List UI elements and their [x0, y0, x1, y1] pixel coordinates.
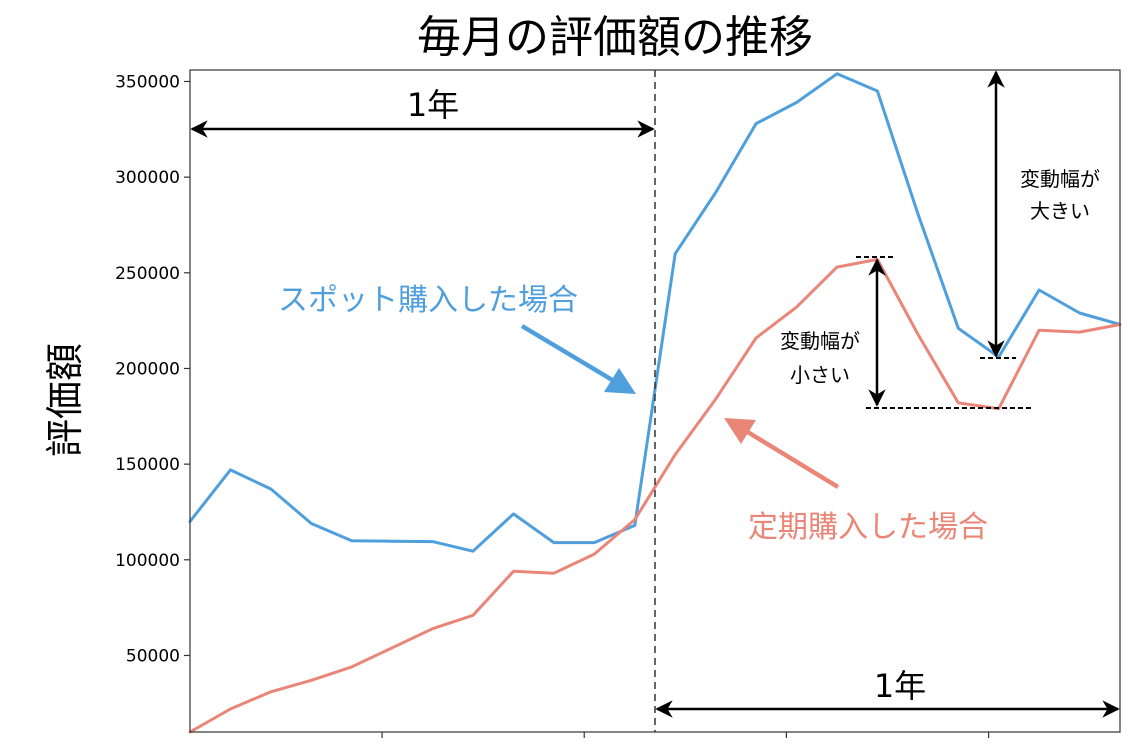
y-tick-label: 50000: [126, 646, 180, 666]
period-annotation-right: 1年: [655, 667, 1120, 718]
period-annotation-left: 1年: [190, 86, 655, 138]
regular-purchase-line: [188, 257, 1122, 734]
y-tick-label: 250000: [115, 264, 180, 284]
regular-arrow-head: [724, 418, 756, 444]
small-swing-label-line1: 変動幅が: [780, 329, 860, 353]
small-swing-annotation: 変動幅が 小さい: [780, 256, 1034, 409]
large-swing-annotation: 変動幅が 大きい: [980, 70, 1100, 359]
y-axis-label: 評価額: [43, 343, 87, 457]
y-tick-label: 150000: [115, 455, 180, 475]
small-swing-label-line2: 小さい: [790, 363, 850, 387]
right-year-label: 1年: [874, 667, 926, 705]
spot-annotation: スポット購入した場合: [278, 283, 636, 394]
spot-label: スポット購入した場合: [278, 283, 578, 318]
y-tick-label: 100000: [115, 551, 180, 571]
large-swing-label-line1: 変動幅が: [1020, 167, 1100, 191]
series-lines: [188, 72, 1122, 734]
y-tick-label: 200000: [115, 359, 180, 379]
large-swing-label-line2: 大きい: [1030, 199, 1090, 223]
spot-arrow-head: [604, 368, 636, 394]
spot-arrow-shaft: [520, 324, 616, 383]
chart-title: 毎月の評価額の推移: [417, 12, 813, 63]
y-axis-ticks: 50000 100000 150000 200000 250000 300000 35000…: [115, 72, 190, 666]
y-tick-label: 300000: [115, 168, 180, 188]
regular-label: 定期購入した場合: [748, 510, 988, 545]
left-year-label: 1年: [407, 86, 459, 124]
x-axis-ticks: [381, 732, 990, 738]
spot-purchase-line: [188, 72, 1122, 553]
regular-annotation: 定期購入した場合: [724, 418, 988, 545]
y-tick-label: 350000: [115, 72, 180, 92]
regular-arrow-shaft: [744, 429, 840, 489]
